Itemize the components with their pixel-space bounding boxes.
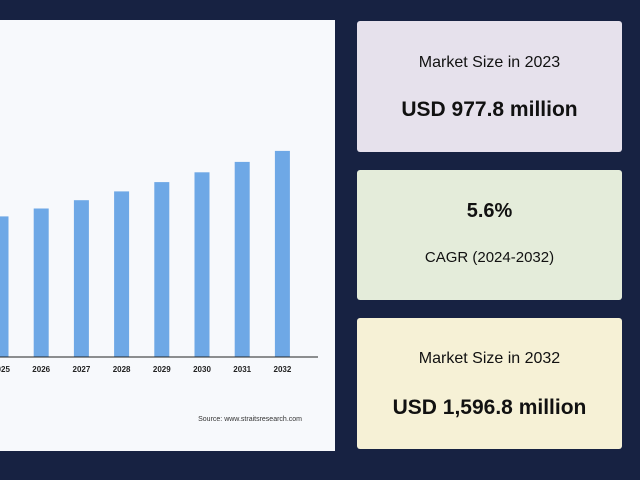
bar-chart: 2025 2026 2027 2028 2029 2030 2031 2032 Source:… (0, 150, 318, 423)
chart-source: Source: www.straitsresearch.com (198, 416, 302, 423)
cagr-value: 5.6% (466, 200, 513, 222)
market-size-2023-label: Market Size in 2023 (418, 53, 561, 71)
bar-2027 (73, 200, 89, 357)
chart-panel: 2025 2026 2027 2028 2029 2030 2031 2032 Source:… (0, 20, 335, 451)
market-size-2032-value: USD 1,596.8 million (392, 395, 587, 419)
bar-2025 (0, 216, 9, 357)
bar-2032 (274, 150, 290, 357)
cagr-label: CAGR (2024-2032) (424, 249, 555, 266)
x-tick-2029: 2029 (153, 365, 171, 374)
bar-2030 (194, 172, 210, 357)
cagr-card: 5.6% CAGR (2024-2032) (357, 170, 622, 300)
x-tick-2032: 2032 (274, 365, 292, 374)
bar-2026 (33, 208, 49, 357)
x-tick-2026: 2026 (32, 365, 50, 374)
x-tick-2030: 2030 (193, 365, 211, 374)
x-tick-2031: 2031 (233, 365, 251, 374)
market-size-2023-value: USD 977.8 million (401, 97, 578, 121)
bar-2028 (114, 191, 130, 357)
market-size-2032-label: Market Size in 2032 (418, 349, 561, 367)
market-size-2023-card: Market Size in 2023 USD 977.8 million (357, 21, 622, 152)
bar-2029 (154, 182, 170, 357)
market-size-2032-card: Market Size in 2032 USD 1,596.8 million (357, 318, 622, 449)
x-tick-2025: 2025 (0, 365, 10, 374)
x-tick-2028: 2028 (113, 365, 131, 374)
x-tick-2027: 2027 (73, 365, 91, 374)
bar-2031 (234, 161, 250, 357)
